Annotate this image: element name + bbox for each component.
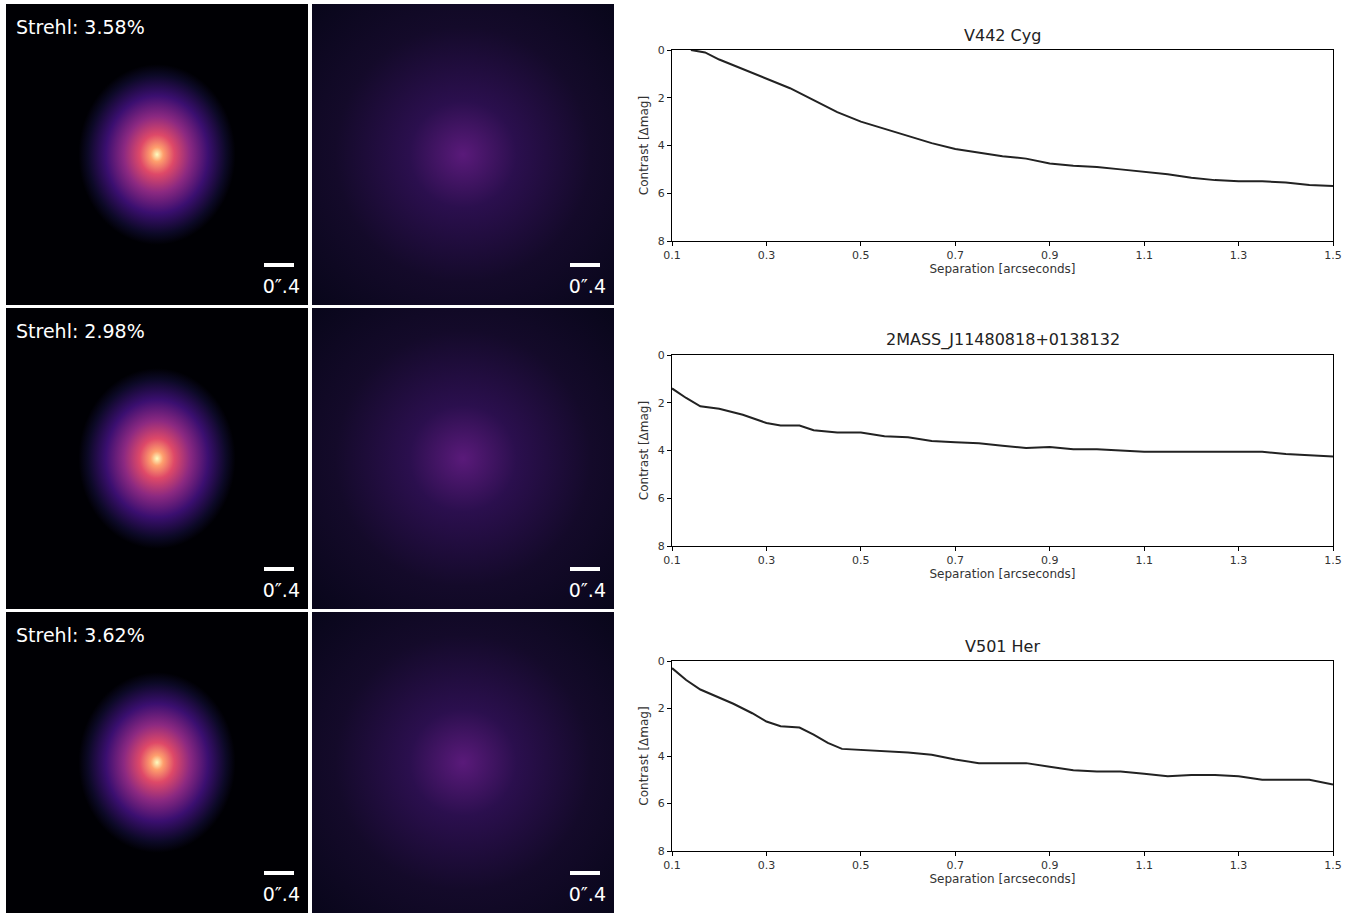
svg-text:1.3: 1.3: [1230, 859, 1248, 872]
html-text:Strehl: 3.58%: Strehl: 3.58%: [16, 16, 145, 38]
svg-text:0.9: 0.9: [1041, 859, 1059, 872]
svg-text:0.9: 0.9: [1041, 249, 1059, 262]
svg-text:2MASS_J11480818+0138132: 2MASS_J11480818+0138132: [886, 330, 1120, 350]
html-text:0″.4: 0″.4: [568, 579, 606, 601]
svg-text:1.5: 1.5: [1324, 859, 1342, 872]
svg-text:V501 Her: V501 Her: [965, 637, 1040, 656]
html-text:0″.4: 0″.4: [568, 883, 606, 905]
svg-text:Separation [arcseconds]: Separation [arcseconds]: [929, 567, 1075, 581]
svg-text:1.5: 1.5: [1324, 554, 1342, 567]
svg-text:4: 4: [658, 750, 665, 763]
svg-text:0: 0: [658, 655, 665, 668]
svg-text:Separation [arcseconds]: Separation [arcseconds]: [929, 262, 1075, 276]
svg-text:8: 8: [658, 540, 665, 553]
html-text:0″.4: 0″.4: [262, 579, 300, 601]
svg-text:0.1: 0.1: [663, 249, 681, 262]
svg-text:0.9: 0.9: [1041, 554, 1059, 567]
svg-text:1.1: 1.1: [1135, 554, 1153, 567]
svg-text:0.7: 0.7: [947, 554, 965, 567]
svg-text:Contrast [Δmag]: Contrast [Δmag]: [637, 96, 651, 195]
svg-text:0: 0: [658, 44, 665, 57]
svg-text:8: 8: [658, 845, 665, 858]
svg-text:1.5: 1.5: [1324, 249, 1342, 262]
svg-text:4: 4: [658, 139, 665, 152]
svg-text:1.3: 1.3: [1230, 249, 1248, 262]
svg-text:6: 6: [658, 187, 665, 200]
svg-text:2: 2: [658, 702, 665, 715]
svg-text:0: 0: [658, 349, 665, 362]
svg-text:0.5: 0.5: [852, 859, 870, 872]
svg-text:4: 4: [658, 444, 665, 457]
svg-text:1.3: 1.3: [1230, 554, 1248, 567]
svg-text:0.5: 0.5: [852, 249, 870, 262]
html-text:Strehl: 2.98%: Strehl: 2.98%: [16, 320, 145, 342]
svg-text:0.5: 0.5: [852, 554, 870, 567]
html-text:Strehl: 3.62%: Strehl: 3.62%: [16, 624, 145, 646]
svg-text:1.1: 1.1: [1135, 249, 1153, 262]
svg-text:Separation [arcseconds]: Separation [arcseconds]: [929, 872, 1075, 886]
svg-text:Contrast [Δmag]: Contrast [Δmag]: [637, 706, 651, 805]
svg-text:6: 6: [658, 797, 665, 810]
svg-text:0.3: 0.3: [758, 859, 776, 872]
svg-text:0.7: 0.7: [947, 249, 965, 262]
html-text:0″.4: 0″.4: [262, 883, 300, 905]
html-text:0″.4: 0″.4: [262, 275, 300, 297]
svg-text:0.3: 0.3: [758, 554, 776, 567]
svg-text:0.7: 0.7: [947, 859, 965, 872]
svg-text:2: 2: [658, 397, 665, 410]
svg-text:8: 8: [658, 235, 665, 248]
svg-text:V442 Cyg: V442 Cyg: [964, 26, 1041, 45]
html-text:0″.4: 0″.4: [568, 275, 606, 297]
svg-text:0.1: 0.1: [663, 554, 681, 567]
svg-text:0.3: 0.3: [758, 249, 776, 262]
svg-text:1.1: 1.1: [1135, 859, 1153, 872]
svg-text:Contrast [Δmag]: Contrast [Δmag]: [637, 401, 651, 500]
svg-text:2: 2: [658, 92, 665, 105]
svg-text:6: 6: [658, 492, 665, 505]
svg-text:0.1: 0.1: [663, 859, 681, 872]
